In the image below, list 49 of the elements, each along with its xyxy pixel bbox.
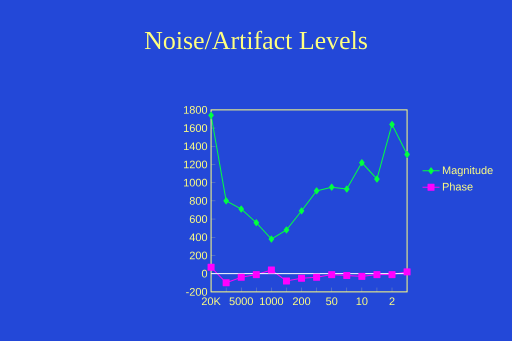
y-tick-label: 1200 <box>184 160 208 168</box>
y-tick-label: 0 <box>202 270 208 278</box>
y-tick-label: 600 <box>190 215 208 223</box>
point <box>358 272 366 280</box>
y-tick-label: 400 <box>190 233 208 242</box>
point <box>208 112 214 119</box>
point <box>223 197 229 204</box>
point <box>388 271 396 278</box>
y-tick-label: -200 <box>186 288 208 296</box>
y-tick-label: 1000 <box>184 178 208 187</box>
point <box>313 274 320 281</box>
x-tick-label: 50 <box>326 297 338 306</box>
legend-label: Phase <box>442 182 473 191</box>
point <box>314 187 320 194</box>
point <box>252 271 260 278</box>
legend-label: Magnitude <box>442 166 493 176</box>
point <box>374 176 380 183</box>
point <box>404 150 410 158</box>
point <box>282 277 290 284</box>
point <box>222 279 230 286</box>
point <box>343 272 350 279</box>
point <box>254 219 260 226</box>
point <box>373 271 380 278</box>
y-tick-label: 1800 <box>184 106 208 114</box>
y-tick-label: 1400 <box>184 142 208 150</box>
x-tick-label: 10 <box>356 297 368 306</box>
point <box>238 206 244 213</box>
y-tick-label: 800 <box>190 196 208 205</box>
point <box>238 274 245 281</box>
x-tick-label: 5000 <box>229 297 253 306</box>
x-tick-label: 2 <box>390 297 395 306</box>
point <box>298 274 306 282</box>
point <box>268 236 274 243</box>
point <box>298 207 304 214</box>
point <box>328 184 334 191</box>
point <box>268 266 275 274</box>
point <box>284 226 290 234</box>
point <box>208 264 215 271</box>
point <box>389 120 395 128</box>
point <box>359 159 365 166</box>
point <box>328 271 336 278</box>
x-tick-label: 20K <box>202 297 221 306</box>
x-tick-label: 200 <box>292 297 310 306</box>
point <box>404 268 411 276</box>
chart-title: Noise/Artifact Levels <box>144 30 367 50</box>
y-tick-label: 200 <box>190 252 208 260</box>
point <box>344 186 350 193</box>
y-tick-label: 1600 <box>184 124 208 132</box>
x-tick-label: 1000 <box>260 297 284 306</box>
